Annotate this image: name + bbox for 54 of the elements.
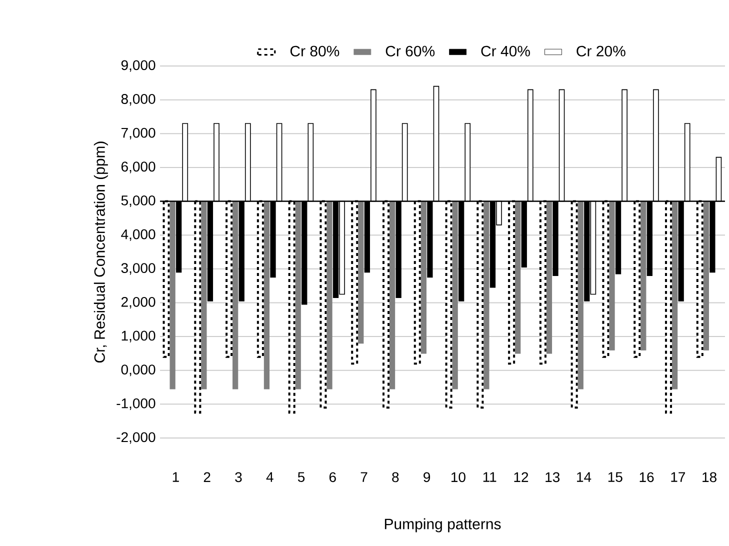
- y-tick-label: 1,000: [122, 330, 156, 342]
- bar: [232, 200, 238, 390]
- y-tick-label: 5,000: [121, 195, 156, 208]
- bar: [640, 200, 646, 350]
- x-tick-label: 8: [392, 472, 399, 482]
- x-tick-label: 15: [608, 472, 622, 482]
- legend-label: Cr 40%: [481, 46, 530, 56]
- bar: [389, 200, 396, 390]
- bar: [609, 200, 615, 350]
- x-tick-label: 18: [702, 472, 716, 482]
- x-tick-label: 16: [640, 472, 654, 482]
- legend-label: Cr 80%: [290, 46, 340, 56]
- bar: [201, 200, 207, 390]
- y-tick-label: 7,000: [121, 128, 156, 140]
- x-tick-label: 4: [266, 472, 274, 482]
- x-tick-label: 14: [577, 472, 592, 482]
- x-tick-label: 9: [424, 472, 430, 482]
- bar: [703, 200, 709, 350]
- x-tick-label: 11: [483, 472, 496, 482]
- bar: [295, 200, 301, 390]
- bar: [672, 200, 678, 390]
- x-tick-label: 17: [671, 472, 685, 482]
- y-tick-label: 6,000: [121, 162, 156, 174]
- x-tick-label: 12: [514, 472, 528, 482]
- bar: [546, 200, 552, 354]
- x-axis-title: Pumping patterns: [384, 518, 501, 532]
- bar: [484, 200, 490, 390]
- bar: [452, 200, 458, 390]
- y-tick-label: 3,000: [121, 263, 156, 275]
- y-axis-title: Cr, Residual Concentration (ppm): [94, 142, 108, 363]
- bar: [420, 200, 426, 354]
- x-tick-label: 6: [329, 472, 336, 482]
- x-tick-label: 5: [298, 472, 305, 482]
- bar: [358, 200, 364, 344]
- y-tick-label: -1,000: [116, 398, 156, 410]
- x-tick-label: 13: [546, 472, 560, 482]
- x-tick-label: 10: [451, 472, 466, 482]
- y-tick-label: 2,000: [121, 296, 156, 309]
- y-tick-label: 9,000: [121, 60, 156, 72]
- bar: [578, 200, 584, 390]
- bar: [326, 200, 332, 390]
- legend-label: Cr 20%: [576, 46, 626, 56]
- legend-label: Cr 60%: [386, 46, 435, 56]
- bar: [264, 200, 270, 390]
- x-tick-label: 1: [172, 472, 179, 482]
- y-tick-label: 4,000: [121, 229, 156, 241]
- bar: [515, 200, 521, 354]
- x-tick-label: 2: [204, 472, 210, 482]
- y-tick-label: -2,000: [116, 432, 156, 444]
- y-tick-label: 8,000: [121, 94, 156, 106]
- x-tick-label: 7: [360, 472, 368, 482]
- x-tick-label: 3: [235, 472, 242, 482]
- bar: [170, 200, 176, 390]
- y-tick-label: 0,000: [121, 364, 156, 376]
